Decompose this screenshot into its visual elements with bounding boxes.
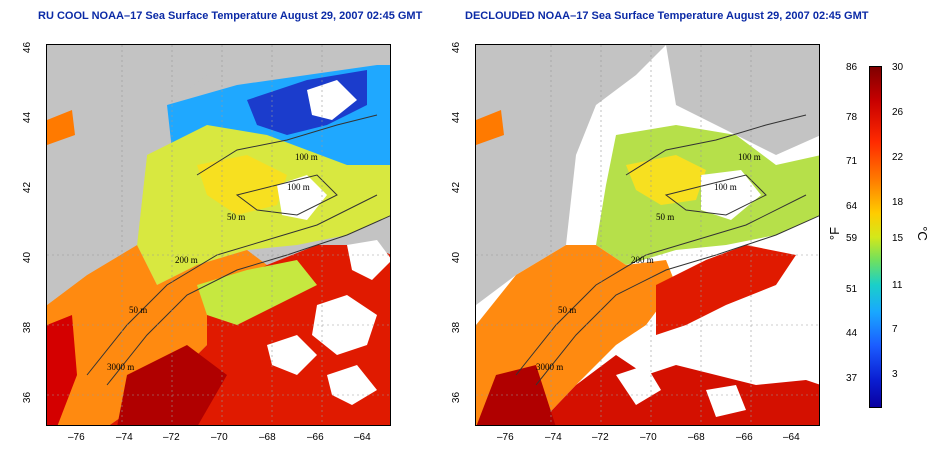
colorbar-celsius-tick: 11 (892, 280, 903, 291)
lat-tick-label: 42 (451, 181, 463, 194)
colorbar-unit-celsius: °C (914, 226, 930, 241)
contour-label: 100 m (287, 182, 310, 192)
colorbar-celsius-tick: 26 (892, 107, 904, 118)
lat-tick-label: 42 (22, 181, 34, 194)
colorbar-fahrenheit-tick: 59 (846, 233, 858, 244)
right-sst-map-image: 100 m 100 m 50 m 200 m 50 m 3000 m (476, 45, 819, 425)
lon-tick-label: –66 (736, 432, 753, 443)
colorbar-fahrenheit-tick: 86 (846, 62, 858, 73)
lon-tick-label: –66 (307, 432, 324, 443)
colorbar-fahrenheit-tick: 78 (846, 112, 858, 123)
contour-label: 50 m (227, 212, 245, 222)
contour-label: 50 m (656, 212, 674, 222)
colorbar-celsius-tick: 15 (892, 233, 904, 244)
left-sst-map: 100 m 100 m 50 m 200 m 50 m 3000 m (46, 44, 391, 426)
lon-tick-label: –76 (68, 432, 85, 443)
contour-label: 3000 m (107, 362, 134, 372)
colorbar-celsius-tick: 22 (892, 152, 904, 163)
lon-tick-label: –70 (211, 432, 228, 443)
lat-tick-label: 38 (451, 321, 463, 334)
lon-tick-label: –64 (783, 432, 800, 443)
left-map-title: RU COOL NOAA–17 Sea Surface Temperature … (38, 10, 423, 22)
contour-label: 200 m (631, 255, 654, 265)
contour-label: 100 m (738, 152, 761, 162)
contour-label: 50 m (558, 305, 576, 315)
colorbar-celsius-tick: 7 (892, 324, 898, 335)
contour-label: 200 m (175, 255, 198, 265)
colorbar-celsius-tick: 30 (892, 62, 904, 73)
lon-tick-label: –74 (545, 432, 562, 443)
right-sst-map: 100 m 100 m 50 m 200 m 50 m 3000 m (475, 44, 820, 426)
lon-tick-label: –70 (640, 432, 657, 443)
lat-tick-label: 36 (22, 391, 34, 404)
lon-tick-label: –72 (163, 432, 180, 443)
lat-tick-label: 38 (22, 321, 34, 334)
colorbar-celsius-tick: 18 (892, 197, 904, 208)
lat-tick-label: 46 (22, 41, 34, 54)
lat-tick-label: 44 (22, 111, 34, 124)
colorbar-fahrenheit-tick: 64 (846, 201, 858, 212)
colorbar-celsius-tick: 3 (892, 369, 898, 380)
colorbar-fahrenheit-tick: 71 (846, 156, 858, 167)
colorbar-fahrenheit-tick: 44 (846, 328, 858, 339)
lat-tick-label: 40 (22, 251, 34, 264)
colorbar-unit-fahrenheit: °F (827, 226, 843, 241)
lat-tick-label: 40 (451, 251, 463, 264)
lon-tick-label: –68 (688, 432, 705, 443)
left-sst-map-image: 100 m 100 m 50 m 200 m 50 m 3000 m (47, 45, 390, 425)
lon-tick-label: –68 (259, 432, 276, 443)
right-map-title: DECLOUDED NOAA–17 Sea Surface Temperatur… (465, 10, 869, 22)
lon-tick-label: –72 (592, 432, 609, 443)
colorbar-fahrenheit-tick: 37 (846, 373, 858, 384)
lat-tick-label: 36 (451, 391, 463, 404)
contour-label: 100 m (714, 182, 737, 192)
lat-tick-label: 44 (451, 111, 463, 124)
contour-label: 50 m (129, 305, 147, 315)
contour-label: 3000 m (536, 362, 563, 372)
colorbar-fahrenheit-tick: 51 (846, 284, 858, 295)
contour-label: 100 m (295, 152, 318, 162)
temperature-colorbar (869, 66, 882, 408)
lon-tick-label: –76 (497, 432, 514, 443)
lon-tick-label: –64 (354, 432, 371, 443)
lon-tick-label: –74 (116, 432, 133, 443)
lat-tick-label: 46 (451, 41, 463, 54)
